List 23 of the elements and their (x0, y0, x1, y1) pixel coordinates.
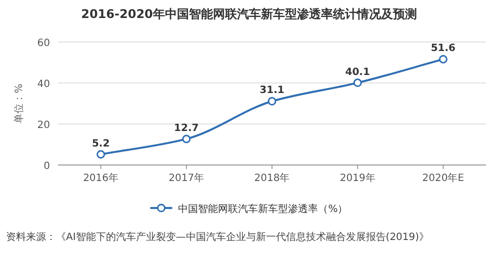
point (353, 78, 362, 88)
data-label: 5.2 (92, 138, 110, 150)
point (96, 150, 106, 159)
data-label: 51.6 (430, 43, 456, 54)
chart-title: 2016-2020年中国智能网联汽车新车型渗透率统计情况及预测 (81, 7, 417, 21)
y-tick-label: 20 (37, 120, 50, 131)
y-tick-label: 0 (44, 161, 50, 172)
x-tick-label: 2017年 (168, 172, 204, 184)
x-tick-label: 2016年 (83, 172, 119, 184)
data-label: 12.7 (174, 122, 199, 134)
text: 资料来源：《AI智能下的汽车产业裂变—中国汽车企业与新一代信息技术融合发展报告(2019)》 (6, 231, 430, 243)
point (182, 134, 191, 144)
data-label: 31.1 (260, 85, 284, 96)
legend-label: 中国智能网联汽车新车型渗透率（%） (178, 203, 348, 215)
x-tick-label: 2020年E (422, 172, 464, 184)
x-tick-label: 2019年 (340, 172, 376, 184)
y-tick-label: 60 (37, 38, 50, 49)
y-axis-title: 单位：% (13, 84, 25, 124)
data-label: 40.1 (345, 66, 370, 78)
point (438, 54, 448, 64)
point (268, 96, 276, 106)
x-tick-label: 2018年 (254, 172, 290, 184)
y-tick-label: 40 (37, 79, 50, 90)
